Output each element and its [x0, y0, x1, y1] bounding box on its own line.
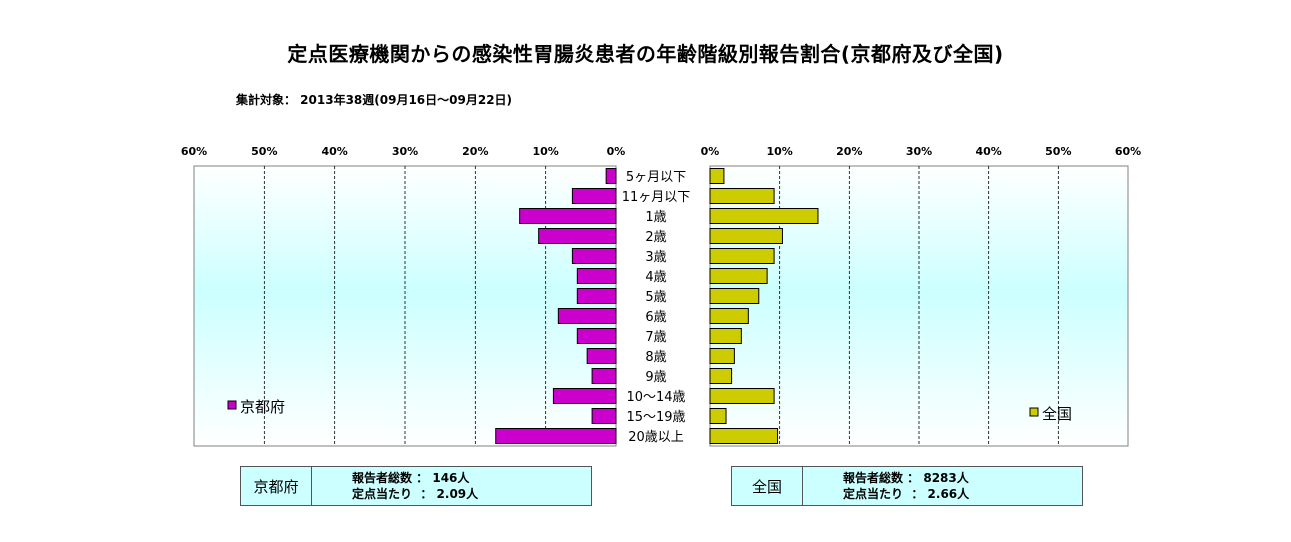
national-tick-label: 20% — [836, 145, 862, 158]
national-per-point: 定点当たり ： 2.66人 — [843, 487, 970, 501]
national-bar — [709, 248, 775, 264]
chart-title: 定点医療機関からの感染性胃腸炎患者の年齢階級別報告割合(京都府及び全国) — [287, 42, 1004, 66]
category-label: 15～19歳 — [626, 410, 685, 425]
national-bar — [709, 388, 775, 404]
national-bar — [709, 368, 733, 384]
kyoto-bar — [495, 428, 617, 444]
national-panel: 0% 10% 20% 30% 40% 50% 60% — [701, 145, 1141, 447]
kyoto-bar — [538, 228, 617, 244]
national-tick-label: 30% — [906, 145, 932, 158]
national-bar — [709, 328, 742, 344]
national-tick-label: 10% — [766, 145, 792, 158]
kyoto-bar — [576, 328, 617, 344]
age-category-labels: 5ヶ月以下 11ヶ月以下 1歳 2歳 3歳 4歳 5歳 6歳 7歳 8歳 9歳 10～14歳 15～19… — [622, 170, 691, 445]
national-bar — [709, 308, 749, 324]
kyoto-tick-label: 10% — [532, 145, 558, 158]
category-label: 6歳 — [645, 310, 666, 325]
kyoto-bar — [552, 388, 617, 404]
kyoto-tick-label: 30% — [392, 145, 418, 158]
kyoto-bar — [571, 248, 617, 264]
national-tick-label: 40% — [975, 145, 1001, 158]
kyoto-tick-label: 50% — [251, 145, 277, 158]
kyoto-legend-swatch — [227, 400, 237, 410]
national-bar — [709, 208, 819, 224]
category-label: 9歳 — [645, 370, 666, 385]
category-label: 1歳 — [645, 210, 666, 225]
category-label: 20歳以上 — [628, 430, 684, 445]
national-legend-label: 全国 — [1042, 405, 1072, 423]
national-tick-label: 50% — [1045, 145, 1071, 158]
national-bar — [709, 168, 725, 184]
national-tick-label: 60% — [1115, 145, 1141, 158]
kyoto-bar — [591, 368, 617, 384]
category-label: 2歳 — [645, 230, 666, 245]
kyoto-reporters-total: 報告者総数 ： 146人 — [352, 471, 470, 485]
kyoto-tick-label: 0% — [607, 145, 626, 158]
kyoto-bar — [519, 208, 617, 224]
kyoto-bar — [605, 168, 617, 184]
category-label: 4歳 — [645, 270, 666, 285]
kyoto-bar — [586, 348, 617, 364]
category-label: 3歳 — [645, 250, 666, 265]
national-bar — [709, 268, 768, 284]
category-label: 10～14歳 — [626, 390, 685, 405]
national-bar — [709, 288, 760, 304]
national-info-box: 全国 報告者総数 ： 8283人 定点当たり ： 2.66人 — [731, 466, 1083, 506]
national-bar — [709, 408, 727, 424]
kyoto-tick-label: 20% — [462, 145, 488, 158]
national-bar — [709, 188, 775, 204]
legends: 京都府 全国 — [227, 398, 1072, 423]
kyoto-bar — [571, 188, 617, 204]
kyoto-bar — [557, 308, 617, 324]
category-label: 8歳 — [645, 350, 666, 365]
national-bar — [709, 228, 783, 244]
kyoto-info-box: 京都府 報告者総数 ： 146人 定点当たり ： 2.09人 — [240, 466, 592, 506]
category-label: 11ヶ月以下 — [622, 190, 691, 205]
kyoto-info-name: 京都府 — [241, 467, 312, 505]
national-reporters-total: 報告者総数 ： 8283人 — [843, 471, 969, 485]
national-bar — [709, 348, 735, 364]
kyoto-bar — [591, 408, 617, 424]
category-label: 7歳 — [645, 330, 666, 345]
kyoto-bar — [576, 268, 617, 284]
kyoto-per-point: 定点当たり ： 2.09人 — [352, 487, 479, 501]
kyoto-panel: 60% 50% 40% 30% 20% 10% 0% — [181, 145, 626, 447]
national-bar — [709, 428, 779, 444]
national-tick-label: 0% — [701, 145, 720, 158]
kyoto-legend-label: 京都府 — [240, 398, 285, 416]
kyoto-tick-label: 60% — [181, 145, 207, 158]
kyoto-tick-label: 40% — [321, 145, 347, 158]
category-label: 5ヶ月以下 — [626, 170, 686, 185]
national-legend-swatch — [1029, 407, 1039, 417]
chart-subtitle: 集計対象： 2013年38週(09月16日～09月22日) — [236, 93, 513, 107]
national-info-name: 全国 — [732, 467, 803, 505]
kyoto-bar — [576, 288, 617, 304]
category-label: 5歳 — [645, 290, 666, 305]
